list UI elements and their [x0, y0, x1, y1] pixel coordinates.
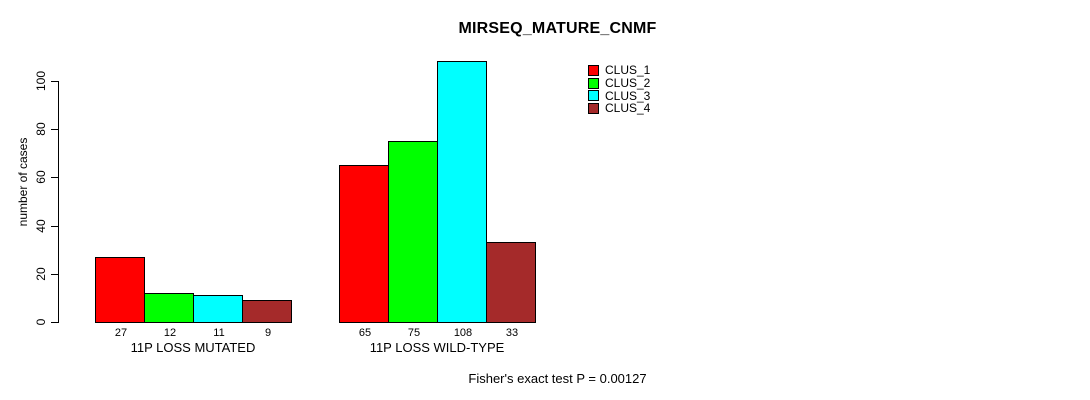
legend-label: CLUS_2: [605, 76, 651, 91]
legend-row: CLUS_2: [588, 77, 650, 90]
legend-label: CLUS_1: [605, 63, 651, 78]
bar: [95, 257, 145, 323]
bar: [339, 165, 389, 323]
bar-value-label: 27: [114, 327, 128, 339]
legend: CLUS_1 CLUS_2 CLUS_3 CLUS_4: [588, 64, 650, 115]
bar: [486, 242, 536, 323]
y-tick-label: 40: [34, 219, 48, 233]
bar: [242, 300, 292, 323]
legend-row: CLUS_1: [588, 64, 650, 77]
y-axis-label: number of cases: [16, 137, 30, 227]
bar: [144, 293, 194, 323]
group-label: 11P LOSS WILD-TYPE: [369, 340, 505, 355]
y-tick-label: 20: [34, 267, 48, 281]
bar-value-label: 65: [358, 327, 372, 339]
bar-value-label: 9: [264, 327, 272, 339]
legend-row: CLUS_4: [588, 102, 650, 115]
y-tick-label: 0: [34, 318, 48, 326]
y-tick-label: 60: [34, 170, 48, 184]
y-tick: [51, 322, 58, 323]
group-label: 11P LOSS MUTATED: [130, 340, 256, 355]
bar-value-label: 11: [213, 327, 225, 339]
y-tick: [51, 274, 58, 275]
y-tick: [51, 81, 58, 82]
bar-value-label: 12: [163, 327, 177, 339]
legend-label: CLUS_3: [605, 88, 651, 103]
bar-value-label: 75: [407, 327, 421, 339]
y-tick: [51, 226, 58, 227]
legend-swatch: [588, 64, 599, 76]
legend-swatch: [588, 77, 599, 89]
y-axis-line: [58, 81, 59, 323]
y-tick-label: 80: [34, 122, 48, 136]
bar: [388, 141, 438, 323]
legend-label: CLUS_4: [605, 101, 651, 116]
legend-row: CLUS_3: [588, 89, 650, 102]
y-tick-label: 100: [34, 70, 48, 92]
legend-swatch: [588, 102, 599, 114]
legend-swatch: [588, 90, 599, 102]
y-tick: [51, 129, 58, 130]
bar-value-label: 108: [453, 327, 473, 339]
bar: [437, 61, 487, 323]
y-tick: [51, 177, 58, 178]
chart-title: MIRSEQ_MATURE_CNMF: [458, 20, 657, 37]
annotation-text: Fisher's exact test P = 0.00127: [468, 371, 647, 386]
bar-value-label: 33: [505, 327, 519, 339]
bar: [193, 295, 243, 323]
